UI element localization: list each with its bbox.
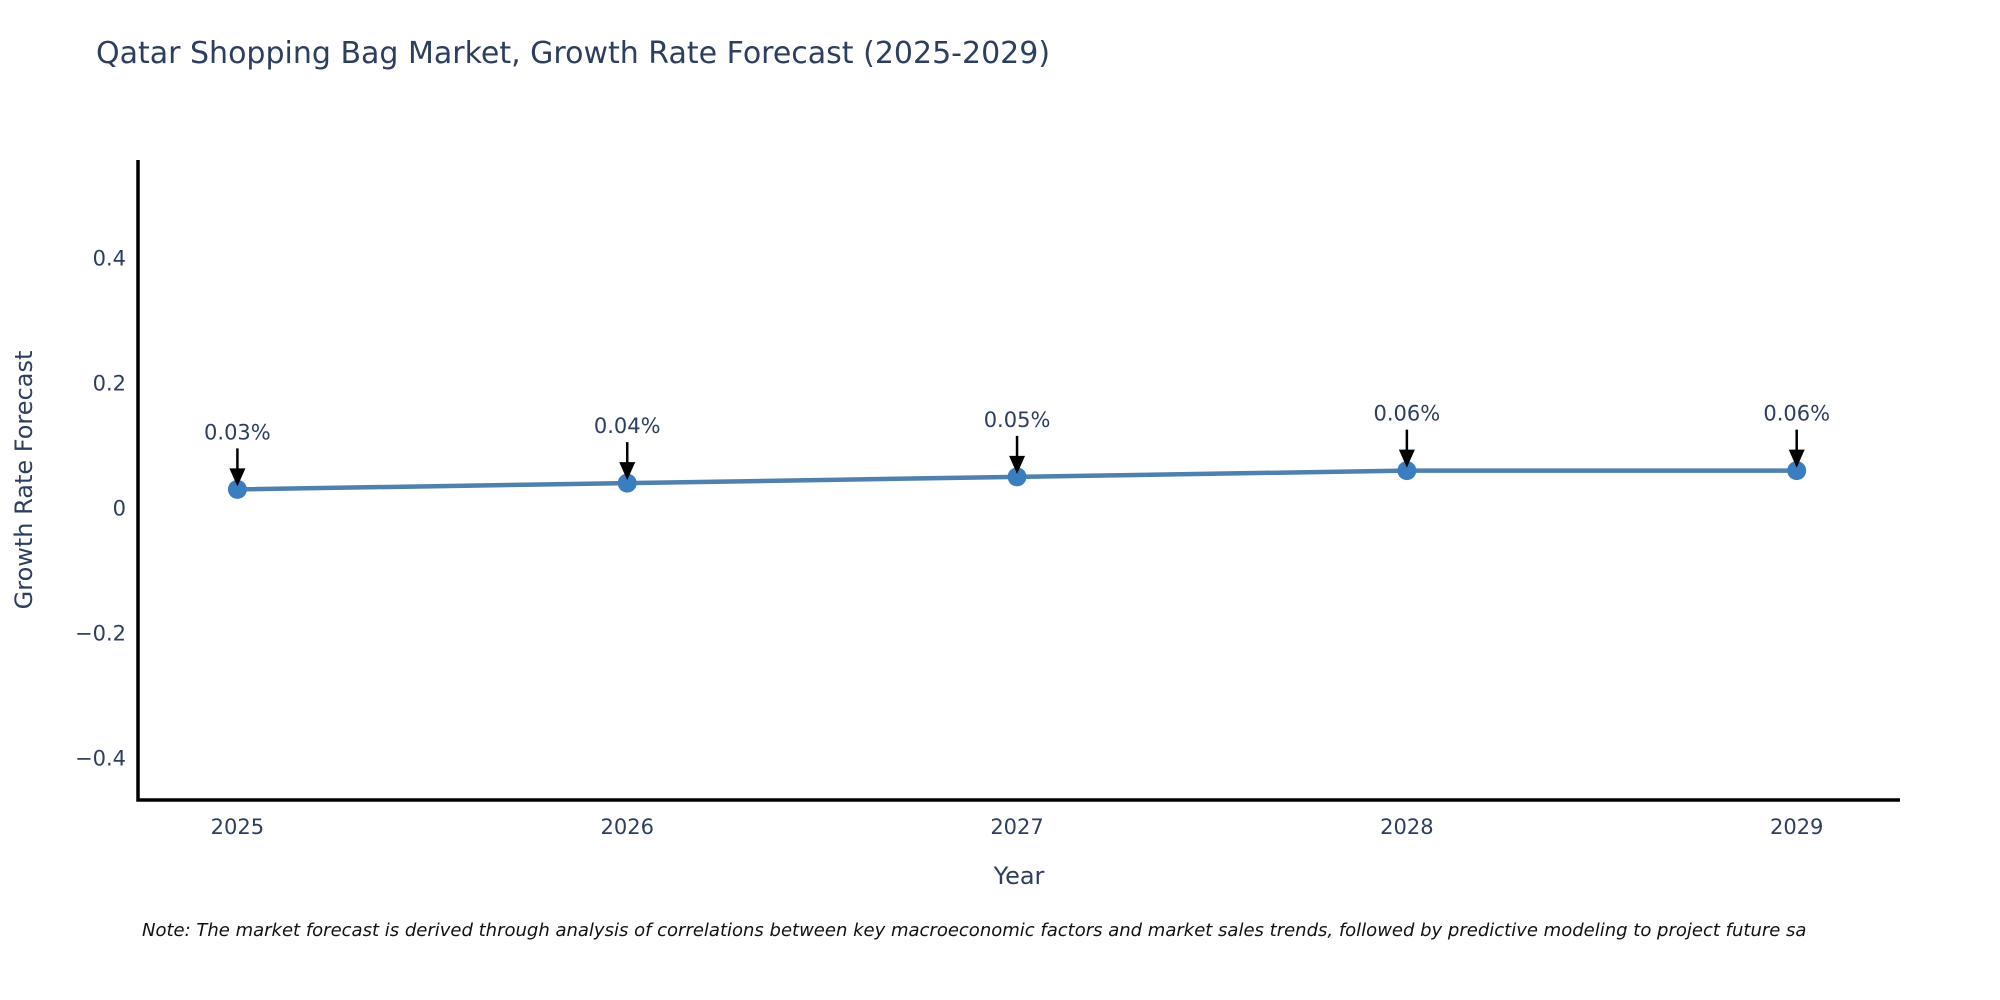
data-point-label: 0.04%	[594, 414, 661, 438]
data-point-label: 0.06%	[1763, 402, 1830, 426]
data-point-marker	[1787, 461, 1807, 481]
y-tick-label: 0.2	[93, 372, 126, 396]
axis-spines	[136, 160, 1900, 802]
data-point-marker	[1007, 467, 1027, 487]
y-tick-label: 0.4	[93, 247, 126, 271]
data-point-label: 0.03%	[204, 420, 271, 444]
data-point-marker	[617, 473, 637, 493]
y-tick-label: −0.2	[75, 622, 126, 646]
chart-title: Qatar Shopping Bag Market, Growth Rate F…	[96, 36, 1051, 71]
y-tick-label: −0.4	[75, 747, 126, 771]
annotation-arrowhead-icon	[1009, 455, 1026, 474]
data-point-label: 0.05%	[984, 408, 1051, 432]
footnote-text: Note: The market forecast is derived thr…	[142, 920, 1807, 941]
footnote: Note: The market forecast is derived thr…	[142, 920, 2000, 941]
y-tick-label: 0	[113, 497, 126, 521]
x-tick-label: 2025	[211, 815, 264, 839]
y-axis-title: Growth Rate Forecast	[10, 351, 38, 610]
x-tick-label: 2026	[601, 815, 654, 839]
x-tick-label: 2028	[1380, 815, 1433, 839]
annotation-arrowhead-icon	[619, 462, 636, 481]
data-point-marker	[227, 479, 247, 499]
annotation-arrowhead-icon	[1398, 449, 1415, 468]
annotation-arrowhead-icon	[1788, 449, 1805, 468]
annotation-arrowhead-icon	[229, 468, 246, 487]
data-point-label: 0.06%	[1374, 402, 1441, 426]
x-tick-label: 2029	[1770, 815, 1823, 839]
x-axis-title: Year	[993, 862, 1045, 890]
data-point-marker	[1397, 461, 1417, 481]
x-tick-label: 2027	[990, 815, 1043, 839]
